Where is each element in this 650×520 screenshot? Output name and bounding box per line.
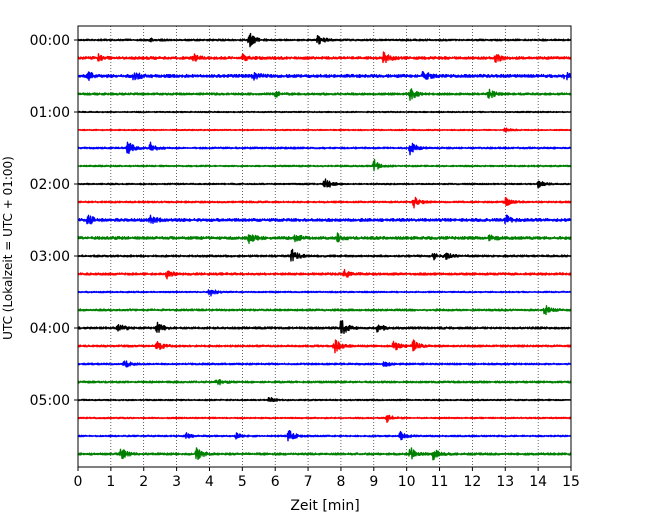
x-tick-label: 7 [304,474,313,490]
seismic-trace [77,379,572,386]
y-axis-ticks: 00:00 01:00 02:00 03:00 04:00 05:00 [30,33,78,409]
seismic-trace [77,268,572,280]
seismic-trace [77,178,572,189]
x-tick-label: 1 [106,474,115,490]
seismic-trace [77,127,572,133]
y-axis-label: UTC (Lokalzeit = UTC + 01:00) [1,156,15,340]
y-tick-label: 01:00 [30,105,70,121]
seismic-trace [77,141,572,156]
x-tick-label: 6 [271,474,280,490]
x-tick-label: 15 [562,474,580,490]
x-tick-label: 12 [463,474,481,490]
seismic-trace [77,32,572,48]
seismic-trace [77,158,572,172]
x-tick-label: 9 [369,474,378,490]
seismic-trace [77,320,572,335]
seismic-trace [77,360,572,368]
x-axis-ticks: 0 1 2 3 4 5 6 7 8 9 10 11 12 13 14 15 [74,467,580,490]
x-tick-label: 2 [139,474,148,490]
x-tick-label: 13 [496,474,514,490]
y-tick-label: 00:00 [30,33,70,49]
seismic-trace [77,214,572,225]
y-tick-label: 02:00 [30,177,70,193]
x-tick-label: 8 [336,474,345,490]
seismic-trace [77,232,572,244]
seismic-trace [77,88,572,101]
seismic-trace [77,51,572,64]
seismic-trace [77,305,572,316]
x-tick-label: 4 [205,474,214,490]
x-axis-label: Zeit [min] [290,498,359,514]
seismic-trace [77,248,572,262]
x-tick-label: 3 [172,474,181,490]
x-tick-label: 11 [431,474,449,490]
seismic-trace [77,71,572,81]
seismic-trace [77,339,572,354]
seismic-trace [77,429,572,442]
y-tick-label: 04:00 [30,321,70,337]
seismic-traces [77,32,572,461]
y-tick-label: 05:00 [30,393,70,409]
seismic-trace [77,414,572,423]
seismic-trace [77,110,572,114]
y-tick-label: 03:00 [30,249,70,265]
seismic-trace [77,196,572,209]
x-tick-label: 14 [529,474,547,490]
seismic-trace [77,396,572,403]
x-tick-label: 5 [238,474,247,490]
seismic-trace [77,447,572,461]
seismic-trace [77,289,572,297]
plot-frame [77,25,572,468]
x-tick-label: 10 [398,474,416,490]
x-tick-label: 0 [74,474,83,490]
